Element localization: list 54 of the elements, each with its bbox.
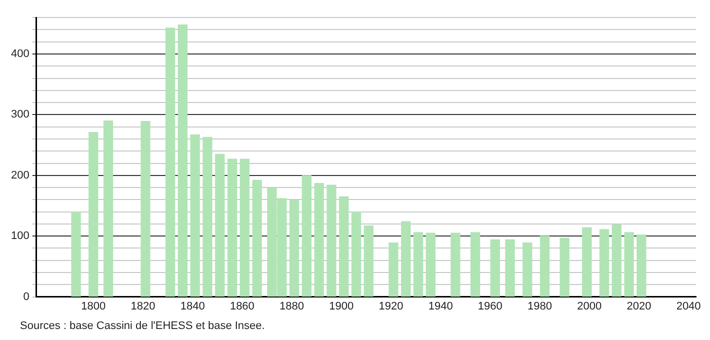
bar [612,224,622,297]
bar [505,239,515,297]
bar [364,225,374,297]
bar [450,232,460,297]
bar [560,238,570,297]
y-tick-label: 0 [23,290,30,303]
x-tick-label: 2040 [676,300,701,312]
x-tick-label: 1880 [280,300,304,312]
x-tick-label: 1900 [329,300,354,312]
bar [202,136,212,297]
y-tick-label: 400 [10,48,30,60]
bar [252,180,262,297]
bar [326,184,336,297]
bar [540,236,550,297]
bar [165,28,176,297]
bar [215,154,225,297]
bar [351,211,362,297]
bar [302,175,312,297]
x-tick-label: 1800 [81,300,106,312]
bar [388,242,398,297]
bar [289,200,300,297]
y-tick-label: 100 [10,230,30,242]
bar [636,234,646,297]
x-tick-label: 1920 [378,300,404,312]
y-tick-label: 200 [10,169,30,182]
bar [178,24,188,297]
bar [413,232,424,297]
x-tick-label: 2000 [577,300,602,312]
x-tick-label: 1960 [478,300,502,312]
bar [599,229,610,297]
bar [426,232,436,297]
bar [490,239,500,297]
x-tick-label: 2020 [626,300,652,312]
bar [227,158,238,297]
y-tick-label: 300 [10,108,30,121]
bar [401,221,411,297]
bar [339,196,349,297]
x-tick-label: 1860 [230,300,254,312]
bar [522,242,532,297]
source-note: Sources : base Cassini de l'EHESS et base Insee. [20,320,266,332]
x-tick-label: 1940 [428,300,453,312]
bar [314,182,324,297]
bar [140,121,150,297]
bar [88,132,98,297]
x-tick-label: 1840 [180,300,205,312]
bar [71,211,81,297]
bar [470,232,480,297]
bar [190,134,200,297]
bar [103,120,114,297]
bar [582,227,592,297]
bar [624,232,634,297]
x-tick-label: 1820 [130,300,156,312]
x-tick-label: 1980 [528,300,552,312]
bar [240,158,250,297]
